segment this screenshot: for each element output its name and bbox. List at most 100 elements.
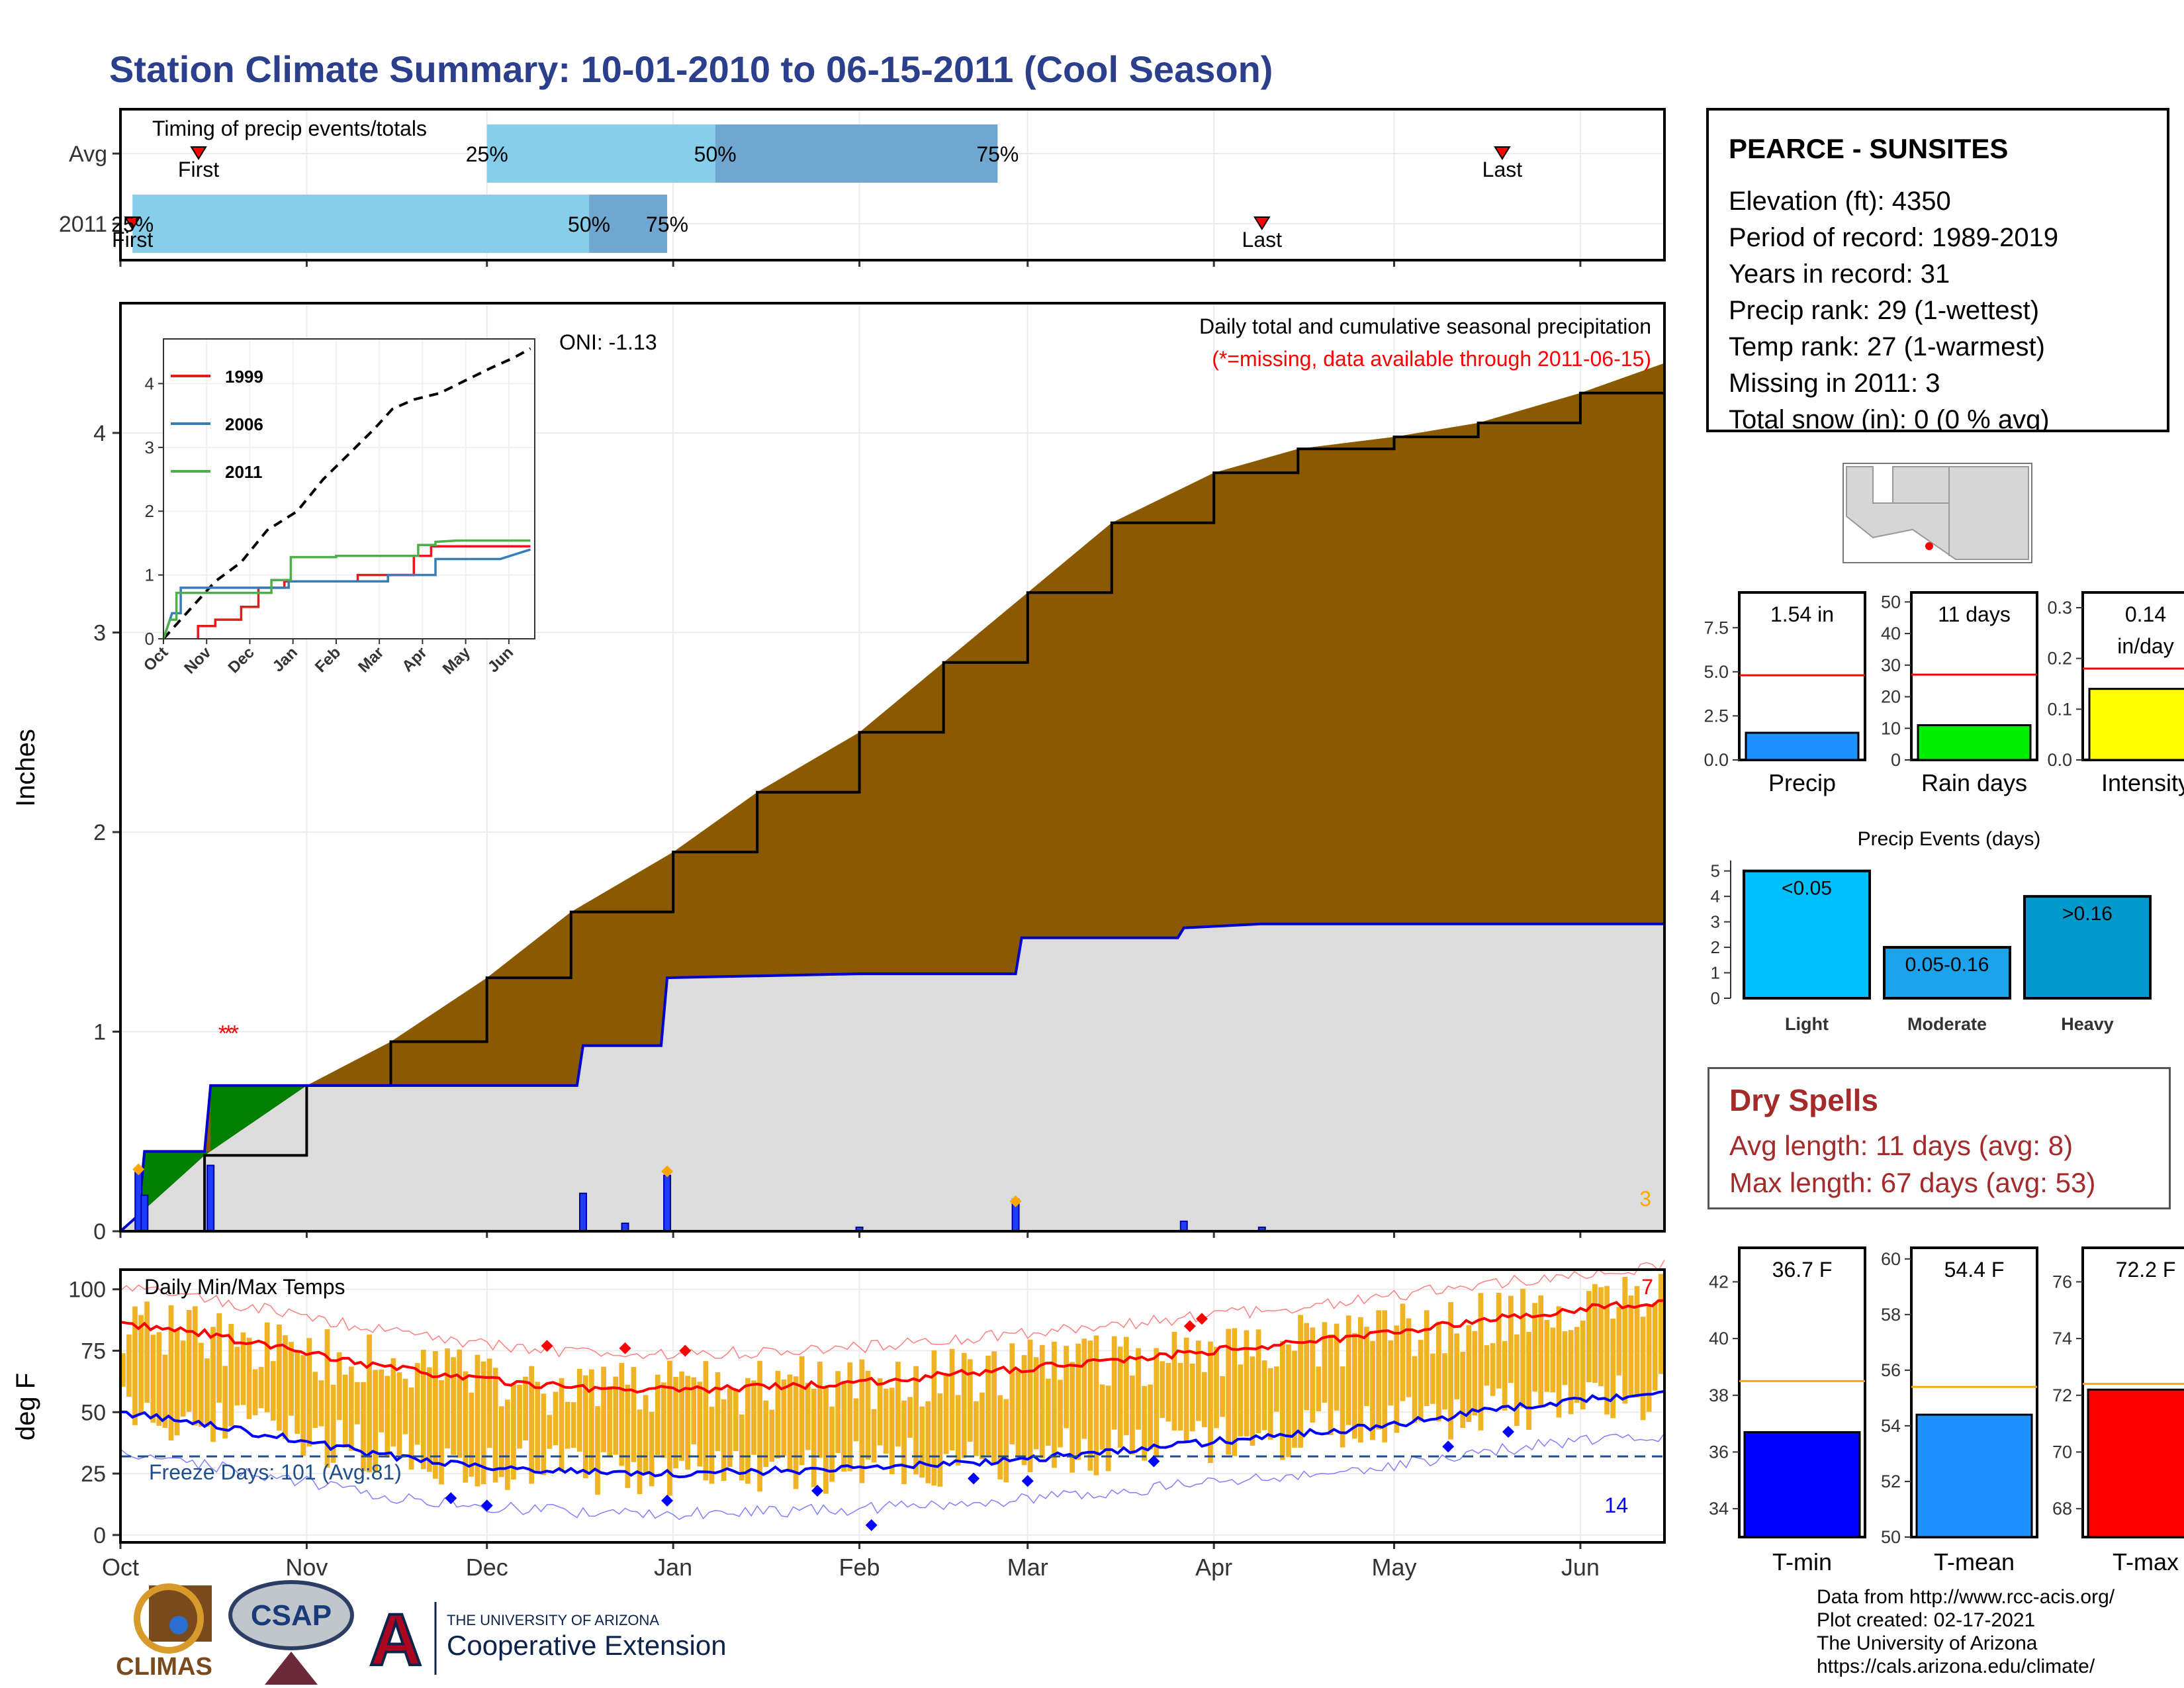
precip-observed-cumulative-line	[119, 922, 1664, 1233]
month-axis-label: May	[1371, 1554, 1416, 1581]
inset-avg-line	[162, 347, 531, 640]
temp-daily-bar	[205, 1358, 210, 1427]
mini-category-label: Precip	[1768, 769, 1836, 796]
temp-daily-bar	[727, 1388, 733, 1468]
temp-record-high-marker	[1183, 1320, 1196, 1333]
temp-daily-bar	[312, 1372, 318, 1429]
inset-xtick-label: May	[439, 643, 475, 679]
ua-logo-a: A	[369, 1599, 422, 1681]
temp-daily-bar	[120, 1353, 126, 1387]
temp-daily-bar	[1526, 1331, 1531, 1430]
precip-panel-annotation: Daily total and cumulative seasonal prec…	[1199, 314, 1651, 338]
temp-daily-bar	[126, 1334, 132, 1397]
temp-daily-bar	[402, 1378, 408, 1434]
csap-logo-text: CSAP	[251, 1599, 332, 1632]
temp-panel-label: Daily Min/Max Temps	[144, 1275, 345, 1299]
timing-bar-25-50	[132, 195, 590, 253]
temp-daily-bar	[955, 1395, 961, 1466]
month-axis-label: Mar	[1007, 1554, 1048, 1581]
mini-ytick-label: 0.1	[2047, 699, 2072, 719]
freeze-days-label: Freeze Days: 101 (Avg:81)	[149, 1460, 402, 1484]
temp-daily-bar	[1244, 1330, 1250, 1436]
timing-p25-label: 25%	[466, 142, 508, 166]
temp-daily-bar	[390, 1358, 396, 1447]
temp-daily-bar	[1496, 1293, 1502, 1389]
ua-logo-small: THE UNIVERSITY OF ARIZONA	[447, 1612, 659, 1628]
temp-daily-bar	[1376, 1310, 1381, 1430]
temp-daily-bar	[805, 1382, 811, 1450]
month-axis-label: Jun	[1561, 1554, 1600, 1581]
temp-daily-bar	[1412, 1356, 1418, 1423]
temp-daily-bar	[246, 1337, 252, 1419]
temp-daily-bar	[931, 1350, 937, 1486]
inset-series-2006	[162, 548, 531, 639]
temp-daily-bar	[451, 1357, 456, 1455]
temp-daily-bar	[1238, 1364, 1244, 1437]
events-bar-label: 0.05-0.16	[1905, 954, 1989, 976]
temp-daily-bar	[324, 1329, 330, 1468]
temp-avg-max-line	[120, 1299, 1665, 1394]
temp-daily-bar	[1130, 1375, 1135, 1455]
temp-daily-bar	[1322, 1322, 1328, 1403]
temp-daily-bar	[1310, 1327, 1316, 1423]
climas-logo-swirl	[134, 1583, 204, 1654]
tbar-T-min	[1743, 1430, 1861, 1538]
temp-daily-bar	[408, 1387, 414, 1470]
precip-daily-bar	[1179, 1220, 1188, 1232]
temp-daily-bar	[1520, 1288, 1525, 1408]
map-station-dot	[1925, 542, 1933, 550]
temp-daily-bar	[769, 1409, 775, 1462]
timing-last-label: Last	[1242, 228, 1283, 252]
temp-daily-bar	[1189, 1363, 1195, 1432]
temp-daily-bar	[414, 1363, 420, 1445]
inset-ytick-label: 3	[145, 438, 154, 457]
temp-daily-bar	[817, 1362, 823, 1458]
temp-daily-bar	[1304, 1323, 1310, 1411]
temp-daily-bar	[679, 1371, 684, 1461]
temp-daily-bar	[979, 1392, 985, 1460]
mini-bar-Intensity	[2088, 688, 2184, 761]
temp-ytick-label: 100	[68, 1278, 106, 1303]
temp-daily-bar	[1261, 1360, 1267, 1430]
temp-daily-bar	[1220, 1376, 1225, 1417]
temp-daily-bar	[565, 1401, 570, 1449]
tbar-value-label: 36.7 F	[1772, 1258, 1833, 1282]
temp-daily-bar	[925, 1401, 931, 1483]
station-info-box: PEARCE - SUNSITES Elevation (ft): 4350 P…	[1706, 108, 2169, 432]
temp-daily-bar	[132, 1306, 138, 1425]
temp-daily-bar	[1160, 1361, 1165, 1418]
temp-daily-bar	[883, 1388, 889, 1454]
temp-daily-bar	[643, 1395, 649, 1473]
temp-daily-bar	[523, 1376, 528, 1441]
temp-daily-bar	[379, 1369, 385, 1432]
temp-daily-bar	[1298, 1315, 1303, 1448]
temp-daily-bar	[1514, 1334, 1520, 1427]
temp-daily-bar	[775, 1370, 781, 1459]
temp-daily-bar	[1406, 1318, 1412, 1397]
tbar-category-label: T-max	[2113, 1548, 2179, 1575]
temp-daily-bar	[529, 1366, 535, 1484]
temp-daily-bar	[1658, 1274, 1664, 1374]
precip-ytick-label: 4	[93, 421, 106, 446]
temp-daily-bar	[1364, 1327, 1369, 1407]
temp-daily-bar	[517, 1384, 522, 1449]
temp-ytick-label: 75	[81, 1338, 106, 1364]
temp-daily-bar	[733, 1390, 739, 1452]
temp-daily-bar	[1052, 1341, 1057, 1468]
precip-snow-marker	[1009, 1195, 1022, 1207]
mini-value-label: 1.54 in	[1770, 602, 1834, 626]
temp-daily-bar	[511, 1383, 516, 1480]
csap-logo-cloud	[228, 1580, 354, 1650]
mini-ytick-label: 20	[1881, 687, 1901, 707]
timing-bar-50-75	[589, 195, 668, 253]
temp-daily-bar	[1478, 1293, 1484, 1430]
temp-daily-bar	[859, 1359, 865, 1483]
page-title: Station Climate Summary: 10-01-2010 to 0…	[109, 48, 1273, 90]
temp-daily-bar	[234, 1346, 240, 1406]
inset-ytick-label: 2	[145, 501, 154, 521]
temp-daily-bar	[877, 1378, 883, 1446]
events-category-label: Moderate	[1907, 1014, 1987, 1034]
month-axis-label: Nov	[285, 1554, 328, 1581]
climas-logo-text: CLIMAS	[116, 1653, 212, 1681]
